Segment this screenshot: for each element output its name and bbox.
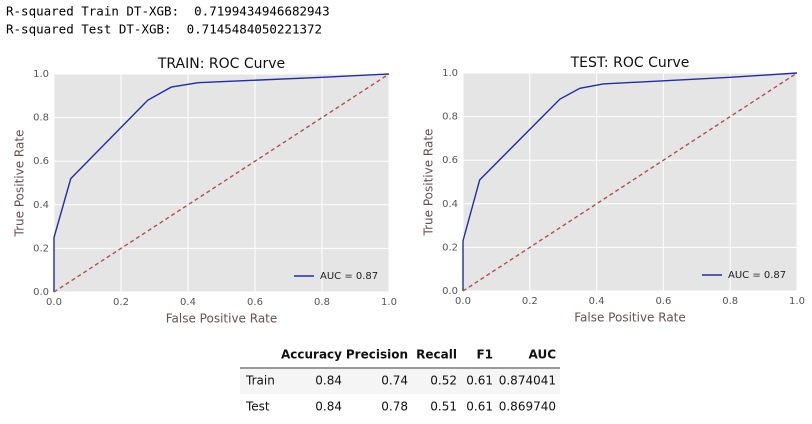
y-axis-label: True Positive Rate <box>13 130 27 238</box>
x-axis-label: False Positive Rate <box>166 312 278 326</box>
y-tick-label: 0.8 <box>33 113 49 124</box>
table-cell: 0.61 <box>466 400 493 414</box>
y-tick-label: 0.2 <box>442 242 458 253</box>
y-tick-label: 0.4 <box>442 199 458 210</box>
x-tick-label: 0.8 <box>722 296 738 307</box>
roc-line <box>53 73 390 293</box>
y-tick-label: 0.8 <box>442 112 458 123</box>
x-tick-label: 0.8 <box>314 297 330 308</box>
chart-title: TRAIN: ROC Curve <box>157 56 285 72</box>
table-cell: 0.84 <box>315 374 342 388</box>
table-cell: 0.52 <box>430 374 457 388</box>
roc-line <box>53 73 390 292</box>
output-line: R-squared Train DT-XGB: 0.71994349466829… <box>6 4 330 19</box>
x-tick-label: 1.0 <box>789 296 805 307</box>
table-header: F1 <box>476 348 493 362</box>
y-tick-label: 0.4 <box>33 200 49 211</box>
x-tick-label: 0.0 <box>46 297 62 308</box>
y-tick-label: 0.6 <box>442 155 458 166</box>
x-axis-label: False Positive Rate <box>574 311 686 325</box>
table-cell: 0.84 <box>315 400 342 414</box>
legend-label: AUC = 0.87 <box>320 271 378 282</box>
roc-line <box>462 72 798 292</box>
table-cell: 0.869740 <box>499 400 556 414</box>
table-index: Train <box>245 374 275 388</box>
x-tick-label: 0.4 <box>180 297 196 308</box>
roc-line <box>462 72 798 291</box>
y-tick-label: 0.0 <box>33 287 49 298</box>
table-header: Accuracy <box>281 348 342 362</box>
y-tick-label: 1.0 <box>33 69 49 80</box>
x-tick-label: 1.0 <box>381 297 397 308</box>
x-tick-label: 0.6 <box>655 296 671 307</box>
chart-title: TEST: ROC Curve <box>570 55 690 71</box>
table-header: Precision <box>346 348 408 362</box>
table-cell: 0.61 <box>466 374 493 388</box>
table-index: Test <box>245 400 270 414</box>
x-tick-label: 0.2 <box>522 296 538 307</box>
x-tick-label: 0.4 <box>589 296 605 307</box>
y-tick-label: 0.0 <box>442 286 458 297</box>
table-cell: 0.74 <box>381 374 408 388</box>
y-axis-label: True Positive Rate <box>422 129 436 237</box>
table-header: Recall <box>416 348 457 362</box>
table-cell: 0.78 <box>381 400 408 414</box>
x-tick-label: 0.0 <box>455 296 471 307</box>
y-tick-label: 0.6 <box>33 156 49 167</box>
y-tick-label: 0.2 <box>33 243 49 254</box>
x-tick-label: 0.2 <box>113 297 129 308</box>
legend-label: AUC = 0.87 <box>728 270 786 281</box>
table-header: AUC <box>529 348 557 362</box>
table-cell: 0.51 <box>430 400 457 414</box>
table-row-bg <box>240 369 560 394</box>
table-cell: 0.874041 <box>499 374 556 388</box>
x-tick-label: 0.6 <box>247 297 263 308</box>
y-tick-label: 1.0 <box>442 68 458 79</box>
output-line: R-squared Test DT-XGB: 0.714548405022137… <box>6 22 322 37</box>
